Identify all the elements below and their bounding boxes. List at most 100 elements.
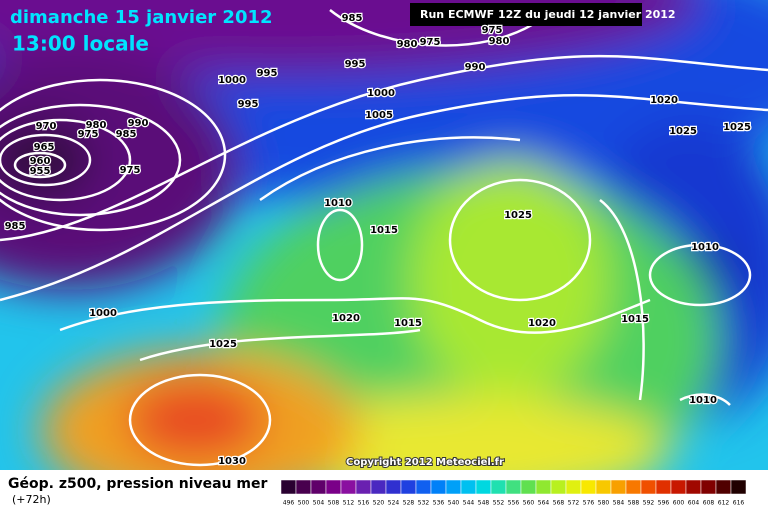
run-box (410, 3, 642, 26)
legend-title: Géop. z500, pression niveau mer (8, 476, 267, 492)
colorbar-swatch (535, 479, 552, 495)
isobar-label: 1010 (691, 242, 719, 253)
colorbar-label: 580 (598, 500, 610, 507)
isobar-label: 995 (238, 99, 259, 110)
colorbar-swatch (565, 479, 582, 495)
colorbar-swatch (475, 479, 492, 495)
isobar-label: 1025 (209, 339, 237, 350)
isobar-label: 990 (465, 62, 486, 73)
isobar-label: 975 (482, 25, 503, 36)
isobar-label: 1020 (650, 95, 678, 106)
colorbar-swatch (520, 479, 537, 495)
isobar-label: 975 (78, 129, 99, 140)
colorbar-swatch (685, 479, 702, 495)
colorbar-label: 588 (628, 500, 640, 507)
colorbar-label: 560 (523, 500, 535, 507)
colorbar-label: 556 (508, 500, 520, 507)
map-title: dimanche 15 janvier 2012 (10, 7, 273, 28)
isobar-label: 1010 (689, 395, 717, 406)
isobar-label: 985 (116, 129, 137, 140)
colorbar-swatch (625, 479, 642, 495)
colorbar-label: 592 (643, 500, 655, 507)
colorbar-label: 600 (673, 500, 685, 507)
colorbar-label: 608 (703, 500, 715, 507)
colorbar-swatch (310, 479, 327, 495)
colorbar-swatch (580, 479, 597, 495)
isobar-label: 1000 (367, 88, 395, 99)
colorbar-label: 508 (328, 500, 340, 507)
colorbar-swatch (700, 479, 717, 495)
isobar-label: 1010 (324, 198, 352, 209)
colorbar-swatch (730, 479, 747, 495)
isobar-label: 980 (397, 39, 418, 50)
colorbar-label: 576 (583, 500, 595, 507)
colorbar-label: 572 (568, 500, 580, 507)
colorbar-swatch (595, 479, 612, 495)
colorbar-label: 536 (433, 500, 445, 507)
colorbar-swatch (550, 479, 567, 495)
isobars (0, 9, 768, 467)
colorbar-label: 500 (298, 500, 310, 507)
colorbar-swatch (610, 479, 627, 495)
colorbar-swatch (430, 479, 447, 495)
colorbar-swatch (385, 479, 402, 495)
colorbar-swatch (640, 479, 657, 495)
colorbar-label: 584 (613, 500, 625, 507)
colorbar-swatch (490, 479, 507, 495)
isobar-labels: 9859759809759809909951000995995100010059… (3, 12, 752, 469)
colorbar-label: 568 (553, 500, 565, 507)
isobar-label: 975 (420, 37, 441, 48)
colorbar-swatch (670, 479, 687, 495)
isobar-label: 1015 (394, 318, 422, 329)
isobar-label: 975 (120, 165, 141, 176)
colorbar-label: 544 (463, 500, 475, 507)
isobar-label: 980 (489, 36, 510, 47)
colorbar-swatch (460, 479, 477, 495)
isobar-label: 1005 (365, 110, 393, 121)
colorbar-swatch (325, 479, 342, 495)
colorbar-label: 612 (718, 500, 730, 507)
isobar-label: 1020 (332, 313, 360, 324)
colorbar-swatch (340, 479, 357, 495)
copyright: Copyright 2012 Meteociel.fr (346, 457, 504, 468)
isobar-label: 1025 (669, 126, 697, 137)
isobar-label: 960 (30, 156, 51, 167)
isobar-label: 1015 (370, 225, 398, 236)
colorbar-swatch (295, 479, 312, 495)
isobar-label: 995 (257, 68, 278, 79)
colorbar-swatch (370, 479, 387, 495)
isobar-label: 1025 (723, 122, 751, 133)
colorbar-label: 564 (538, 500, 550, 507)
isobar-label: 1020 (528, 318, 556, 329)
colorbar-label: 516 (358, 500, 370, 507)
isobar-label: 955 (30, 166, 51, 177)
colorbar-label: 504 (313, 500, 325, 507)
colorbar-swatch (445, 479, 462, 495)
colorbar-label: 496 (283, 500, 295, 507)
colorbar-swatch (415, 479, 432, 495)
colorbar-swatch (505, 479, 522, 495)
colorbar: 496 500 504 508 512 516 520 524 528 532 536 540 544 5… (280, 479, 747, 507)
colorbar-swatch (400, 479, 417, 495)
isobar-label: 970 (36, 121, 57, 132)
isobar-label: 1025 (504, 210, 532, 221)
isobar-label: 1030 (218, 456, 246, 467)
colorbar-label: 532 (418, 500, 430, 507)
isobar-label: 1000 (89, 308, 117, 319)
isobar-label: 1000 (218, 75, 246, 86)
colorbar-swatch (655, 479, 672, 495)
isobar-label: 1015 (621, 314, 649, 325)
isobar-label: 990 (128, 118, 149, 129)
isobar-label: 985 (342, 13, 363, 24)
isobar-label: 965 (34, 142, 55, 153)
colorbar-label: 524 (388, 500, 400, 507)
isobar-label: 985 (5, 221, 26, 232)
colorbar-swatch (715, 479, 732, 495)
colorbar-label: 596 (658, 500, 670, 507)
map-subtitle: 13:00 locale (12, 32, 149, 56)
colorbar-label: 528 (403, 500, 415, 507)
isobar-label: 980 (86, 120, 107, 131)
